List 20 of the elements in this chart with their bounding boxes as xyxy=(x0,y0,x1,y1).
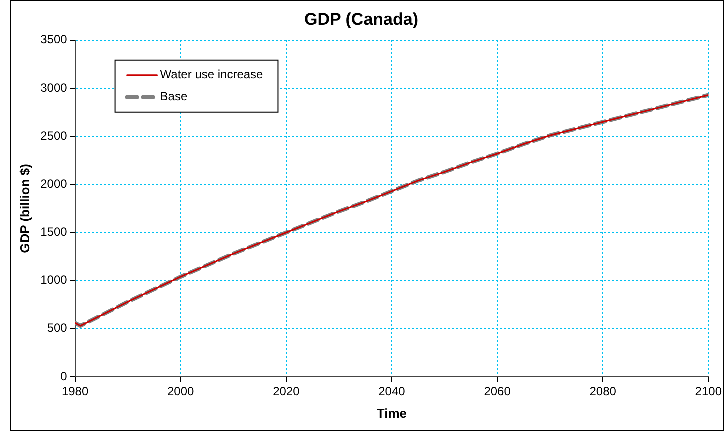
y-tick-label: 2000 xyxy=(40,176,68,191)
x-tick-label: 2020 xyxy=(273,384,300,399)
x-tick-label: 2080 xyxy=(590,384,617,399)
x-tick-label: 1980 xyxy=(62,384,89,399)
y-tick-label: 1500 xyxy=(40,225,68,240)
x-tick-label: 2100 xyxy=(695,384,722,399)
y-tick-label: 2500 xyxy=(40,128,68,143)
y-tick-label: 0 xyxy=(60,369,68,384)
legend-label: Water use increase xyxy=(160,68,264,82)
x-axis-title: Time xyxy=(376,406,408,421)
x-tick-label: 2000 xyxy=(168,384,195,399)
y-tick-label: 1000 xyxy=(40,273,68,288)
x-tick-label: 2040 xyxy=(378,384,406,399)
x-tick-label: 2060 xyxy=(484,384,512,399)
y-tick-label: 3500 xyxy=(40,32,68,47)
y-tick-label: 500 xyxy=(47,321,68,336)
chart-title: GDP (Canada) xyxy=(304,10,418,29)
legend-label: Base xyxy=(160,90,188,104)
y-axis-title: GDP (billion $) xyxy=(17,164,32,254)
y-tick-label: 3000 xyxy=(40,80,68,95)
